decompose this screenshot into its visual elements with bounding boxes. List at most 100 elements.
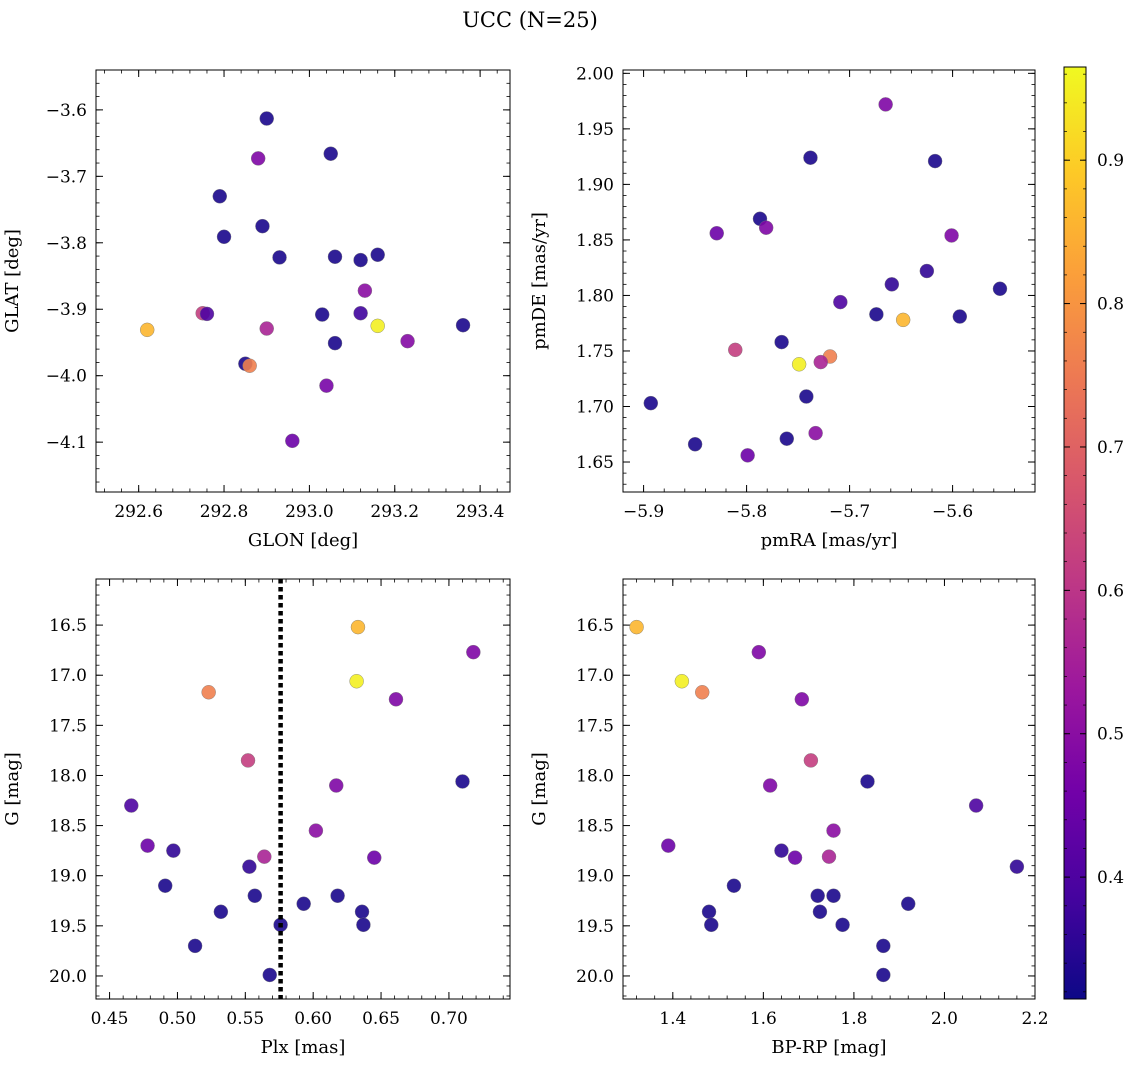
y-axis-label: G [mag] <box>529 752 550 825</box>
x-tick-label: 0.70 <box>430 1009 468 1029</box>
data-point <box>876 938 891 954</box>
data-point <box>250 151 266 166</box>
data-point <box>187 938 203 954</box>
y-tick-label: 1.70 <box>576 397 614 417</box>
data-point <box>927 153 943 169</box>
colorbar-tick-label: 0.8 <box>1097 295 1124 315</box>
y-tick-label: 18.0 <box>576 766 614 786</box>
data-point <box>919 263 935 279</box>
data-point <box>242 358 257 373</box>
data-point <box>808 425 823 441</box>
data-point <box>779 431 794 446</box>
data-point <box>876 967 891 983</box>
data-point <box>833 294 848 310</box>
y-tick-label: 19.5 <box>576 917 614 937</box>
x-axis-label: GLON [deg] <box>248 530 358 551</box>
data-point <box>704 917 719 933</box>
data-point <box>329 778 344 793</box>
plx-g-panel: 0.45 0.50 0.55 0.60 0.65 0.70 16.5 17.0 17.5 18.0… <box>2 578 511 1058</box>
data-point <box>319 378 334 393</box>
plot-frame <box>95 69 511 493</box>
x-tick-label: 1.4 <box>659 1009 686 1029</box>
x-tick-label: 2.0 <box>931 1009 958 1029</box>
data-point <box>813 354 828 370</box>
y-tick-label: −4.0 <box>46 367 87 387</box>
data-point <box>455 774 470 789</box>
x-tick-label: 293.4 <box>456 502 505 522</box>
data-point <box>901 896 916 911</box>
data-point <box>643 395 659 411</box>
colorbar-gradient <box>1063 66 1087 1000</box>
data-point <box>455 317 471 333</box>
colorbar-tick-label: 0.7 <box>1097 438 1124 458</box>
data-point <box>353 306 368 321</box>
y-axis-label: G [mag] <box>2 752 23 825</box>
data-point <box>259 321 274 336</box>
colorbar-tick-label: 0.9 <box>1097 151 1124 171</box>
data-point <box>774 843 789 858</box>
data-point <box>812 904 828 919</box>
y-tick-label: 18.0 <box>49 766 87 786</box>
y-tick-label: 1.85 <box>576 231 614 251</box>
colorbar-tick-label: 0.6 <box>1097 581 1124 601</box>
data-point <box>158 878 173 893</box>
data-point <box>213 904 229 919</box>
data-point <box>272 250 287 265</box>
y-tick-label: 16.5 <box>49 616 87 636</box>
x-tick-label: 0.45 <box>91 1009 129 1029</box>
x-tick-label: 293.2 <box>370 502 419 522</box>
data-point <box>216 229 232 245</box>
data-point <box>323 146 338 161</box>
x-tick-label: 1.8 <box>840 1009 867 1029</box>
data-point <box>701 904 717 919</box>
y-axis-label: pmDE [mas/yr] <box>529 212 550 350</box>
data-point <box>992 281 1008 296</box>
data-point <box>709 226 724 241</box>
data-point <box>247 888 263 903</box>
data-point <box>803 753 819 768</box>
data-point <box>968 798 984 813</box>
x-tick-label: 292.8 <box>200 502 249 522</box>
data-point <box>740 448 755 463</box>
y-tick-label: 17.5 <box>576 716 614 736</box>
y-tick-label: 20.0 <box>576 967 614 987</box>
data-point <box>166 843 181 858</box>
x-axis-label: pmRA [mas/yr] <box>761 530 898 551</box>
data-point <box>952 309 968 324</box>
colorbar-tick-label: 0.5 <box>1097 725 1124 745</box>
x-tick-label: 1.6 <box>750 1009 777 1029</box>
data-point <box>751 644 767 660</box>
x-tick-label: −5.9 <box>623 502 664 522</box>
y-tick-label: −3.8 <box>46 234 87 254</box>
data-point <box>259 111 274 126</box>
data-point <box>400 333 415 349</box>
y-tick-label: −3.7 <box>46 167 87 187</box>
data-point <box>255 218 270 234</box>
glon-glat-panel: 292.6 292.8 293.0 293.2 293.4 −3.6 −3.7 −3.8 −3.… <box>2 69 511 551</box>
colorbar: 0.4 0.5 0.6 0.7 0.8 0.9 <box>1063 66 1124 1000</box>
plot-frame <box>622 578 1036 1000</box>
cmd-panel: 1.4 1.6 1.8 2.0 2.2 16.5 17.0 17.5 18.0 18.5 19.0 1… <box>529 578 1049 1058</box>
data-point <box>367 850 382 865</box>
x-tick-label: 2.2 <box>1021 1009 1048 1029</box>
data-point <box>674 674 690 689</box>
data-point <box>944 228 959 243</box>
data-point <box>794 692 810 707</box>
data-point <box>296 896 311 911</box>
data-point <box>826 823 841 838</box>
y-tick-label: 2.00 <box>576 64 614 84</box>
y-tick-label: 17.0 <box>49 666 87 686</box>
x-axis-label: BP-RP [mag] <box>771 1037 886 1058</box>
y-tick-label: 16.5 <box>576 616 614 636</box>
data-point <box>124 798 139 813</box>
data-point <box>791 357 807 372</box>
x-tick-label: 0.60 <box>294 1009 332 1029</box>
data-point <box>327 335 343 351</box>
data-point <box>285 433 300 449</box>
data-point <box>242 859 257 874</box>
data-point <box>140 322 155 338</box>
x-tick-label: −5.7 <box>829 502 870 522</box>
y-tick-label: 17.0 <box>576 666 614 686</box>
data-point <box>884 277 900 292</box>
